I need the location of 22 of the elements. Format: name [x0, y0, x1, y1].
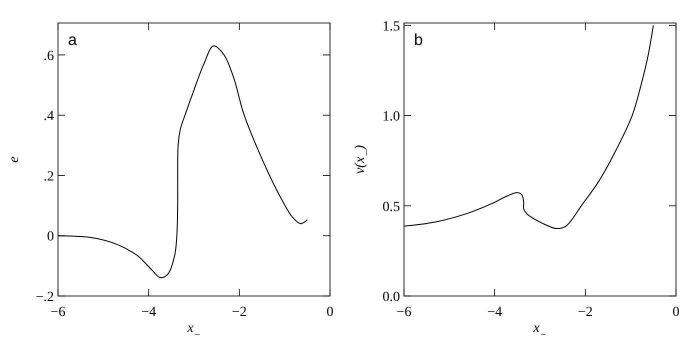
- x-tick-label: −4: [141, 305, 156, 320]
- y-tick-label: .6: [44, 48, 54, 64]
- y-tick-label: .2: [44, 169, 54, 184]
- y-tick-label: 1.0: [382, 110, 400, 125]
- y-tick-label: −.2: [36, 290, 54, 305]
- y-axis-title: e: [7, 156, 22, 163]
- x-axis-title: x$_{−}$: [532, 321, 547, 340]
- x-tick-label: 0: [672, 305, 680, 320]
- annotation: b: [414, 32, 423, 49]
- y-tick-label: 0: [47, 230, 54, 245]
- y-tick-label: 0.0: [382, 290, 400, 305]
- y-tick-label: 1.5: [382, 19, 400, 34]
- x-tick-label: −4: [487, 305, 502, 320]
- x-tick-label: −2: [232, 305, 247, 320]
- y-tick-label: 0.5: [382, 200, 400, 215]
- x-tick-label: −6: [396, 305, 412, 320]
- x-axis-title: x$_{−}$: [186, 321, 201, 340]
- y-tick-label: .4: [44, 109, 54, 124]
- annotation: a: [68, 32, 77, 49]
- x-tick-label: 0: [326, 305, 334, 320]
- x-tick-label: −2: [578, 305, 593, 320]
- x-tick-label: −6: [50, 305, 66, 320]
